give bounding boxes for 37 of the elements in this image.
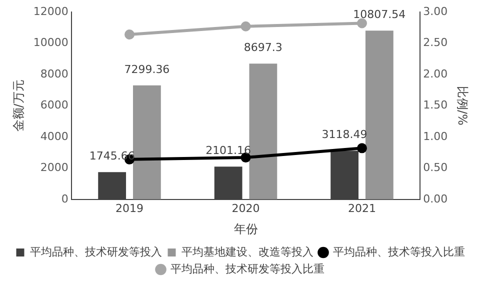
x-tick-label: 2021: [348, 202, 376, 215]
legend-label: 平均品种、技术研发等投入: [30, 245, 162, 258]
y-tick-label: 12000: [33, 4, 68, 18]
y2-tick-label: 1.00: [423, 130, 448, 143]
data-label: 10807.54: [353, 8, 406, 21]
y-tick-label: 0: [61, 192, 68, 206]
x-axis-title: 年份: [234, 222, 258, 236]
x-tick-label: 2020: [232, 202, 260, 215]
y2-axis-title: 比例/%: [456, 86, 470, 126]
y2-tick-label: 0.00: [423, 192, 448, 206]
point: [240, 21, 251, 32]
y-tick-label: 10000: [33, 36, 68, 50]
y-tick-label: 2000: [40, 161, 68, 174]
y-tick-label: 8000: [40, 67, 68, 80]
y2-tick-label: 3.00: [423, 4, 448, 18]
y2-tick-label: 0.50: [423, 161, 448, 174]
bar: [249, 64, 278, 200]
bar: [133, 85, 161, 200]
y-tick-label: 4000: [40, 130, 68, 143]
y2-tick-label: 2.50: [423, 36, 448, 50]
y2-tick-label: 2.00: [423, 67, 448, 80]
y2-tick-label: 1.50: [423, 98, 448, 112]
point: [124, 29, 135, 40]
data-label: 7299.36: [124, 62, 170, 76]
x-tick-label: 2019: [116, 202, 144, 215]
point: [356, 143, 367, 154]
legend-label: 平均品种、技术等投入比重: [332, 245, 465, 258]
y-axis-title: 金额/万元: [11, 80, 26, 132]
point: [356, 18, 367, 28]
bar: [365, 30, 394, 200]
legend-label: 平均品种、技术研发等投入比重: [170, 262, 324, 276]
y-tick-label: 6000: [40, 98, 68, 112]
data-label: 1745.66: [89, 150, 135, 162]
data-label: 8697.3: [244, 40, 282, 54]
data-label: 3118.49: [322, 128, 368, 142]
legend-label: 平均基地建设、改造等投入: [181, 245, 314, 258]
data-label: 2101.16: [206, 144, 252, 157]
